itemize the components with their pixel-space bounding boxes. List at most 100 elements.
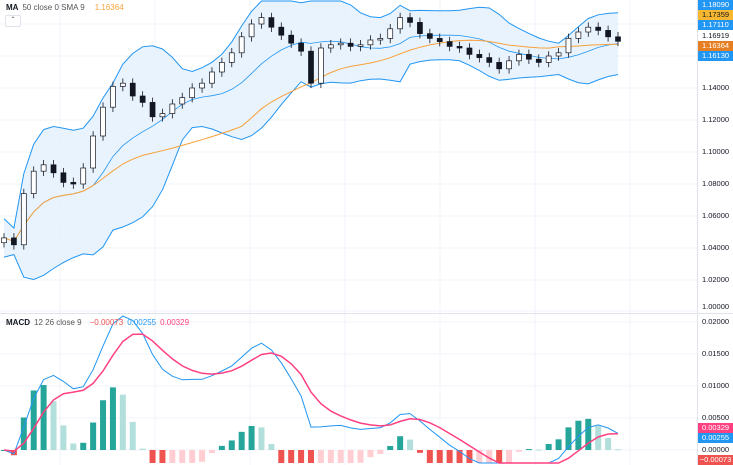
macd-histogram-bar <box>327 450 334 463</box>
candle <box>40 164 47 172</box>
macd-histogram-bar <box>466 450 473 463</box>
macd-histogram-bar <box>50 401 57 450</box>
price-tag: 1.16130 <box>698 51 733 61</box>
macd-axis-tick: 0.01000 <box>701 381 730 390</box>
price-tag: 1.16919 <box>698 30 733 41</box>
candle <box>169 103 176 114</box>
macd-histogram-bar <box>169 450 176 463</box>
candle <box>605 30 611 38</box>
candle <box>377 38 384 41</box>
candle <box>555 52 562 57</box>
macd-histogram-bar <box>387 446 394 450</box>
candle <box>149 102 156 118</box>
macd-histogram-bar <box>80 442 87 450</box>
macd-histogram-bar <box>555 439 562 450</box>
price-axis-tick: 1.08000 <box>701 179 730 188</box>
candle <box>526 54 532 60</box>
candle <box>298 42 304 52</box>
macd-histogram-bar <box>90 422 97 450</box>
macd-histogram-bar <box>416 450 423 453</box>
candle <box>347 42 354 47</box>
candle <box>436 38 443 42</box>
candle <box>337 42 344 46</box>
signal-line <box>3 333 619 464</box>
macd-axis-tick: 0.00000 <box>701 445 730 454</box>
macd-legend-signal: 0.00329 <box>160 318 190 327</box>
candle <box>327 44 334 49</box>
candle <box>397 17 403 30</box>
macd-histogram-bar <box>506 450 513 463</box>
candle <box>11 237 17 246</box>
candle <box>456 46 463 49</box>
macd-histogram-bar <box>159 450 166 463</box>
price-tag: 1.17110 <box>698 20 733 31</box>
candle <box>278 26 285 36</box>
candle <box>367 39 374 46</box>
ma-legend-name: MA <box>6 3 19 12</box>
macd-histogram-bar <box>40 385 47 450</box>
macd-histogram-bar <box>615 449 621 451</box>
macd-histogram-bar <box>317 450 324 463</box>
bollinger-upper-line <box>3 0 619 230</box>
candle <box>496 62 503 70</box>
macd-histogram-bar <box>347 450 354 463</box>
macd-histogram-bar <box>367 450 374 458</box>
candle <box>228 52 235 63</box>
macd-histogram-bar <box>605 438 612 450</box>
ma-legend: MA 50 close 0 SMA 9 1.16364 <box>6 3 128 13</box>
macd-histogram-bar <box>248 425 255 450</box>
macd-histogram-bar <box>109 387 116 450</box>
macd-histogram-bar <box>100 400 107 450</box>
macd-histogram-bar <box>525 449 532 451</box>
macd-histogram-bar <box>535 449 542 451</box>
macd-tag: 0.00329 <box>698 423 733 433</box>
macd-histogram-bar <box>377 450 384 454</box>
candle <box>268 17 275 28</box>
macd-histogram-bar <box>70 443 77 450</box>
macd-histogram-bar <box>268 443 275 450</box>
candle <box>139 95 146 103</box>
candle <box>20 193 27 246</box>
macd-histogram-bar <box>397 436 404 450</box>
macd-histogram-bar <box>545 444 552 450</box>
macd-legend-macd: 0.00255 <box>127 318 157 327</box>
price-axis-tick: 1.14000 <box>701 83 730 92</box>
bollinger-basis-line <box>3 34 619 242</box>
collapse-legend-button[interactable]: ˆ <box>5 15 21 27</box>
macd-histogram-bar <box>199 450 206 462</box>
candle <box>545 55 552 63</box>
macd-histogram-bar <box>515 450 522 452</box>
candle <box>129 82 136 97</box>
candle <box>446 41 453 47</box>
candle <box>110 86 116 108</box>
macd-histogram-bar <box>208 450 215 454</box>
candle <box>60 172 67 183</box>
macd-histogram-bar <box>218 445 225 450</box>
candle <box>179 97 186 105</box>
candle <box>189 87 196 98</box>
candle <box>219 62 225 73</box>
macd-legend-params: 12 26 close 9 <box>34 318 82 327</box>
candle <box>119 82 126 87</box>
candle <box>90 135 96 169</box>
macd-histogram-bar <box>258 427 265 450</box>
price-tag: 1.18090 <box>698 0 733 10</box>
macd-histogram-bar <box>30 390 37 450</box>
candle <box>30 170 37 194</box>
ma-legend-value: 1.16364 <box>94 3 124 12</box>
macd-histogram-bar <box>456 450 463 463</box>
price-axis-tick: 1.10000 <box>701 147 730 156</box>
candle <box>199 82 205 89</box>
candle <box>80 167 87 185</box>
macd-histogram-bar <box>189 450 196 463</box>
macd-histogram-bar <box>278 450 285 463</box>
macd-tag: 0.00255 <box>698 433 733 443</box>
macd-histogram-bar <box>179 450 186 463</box>
chevron-up-icon: ˆ <box>11 16 15 25</box>
price-axis-tick: 1.06000 <box>701 211 730 220</box>
macd-histogram-bar <box>308 450 314 463</box>
macd-histogram-bar <box>288 450 295 463</box>
macd-histogram-bar <box>575 420 582 450</box>
